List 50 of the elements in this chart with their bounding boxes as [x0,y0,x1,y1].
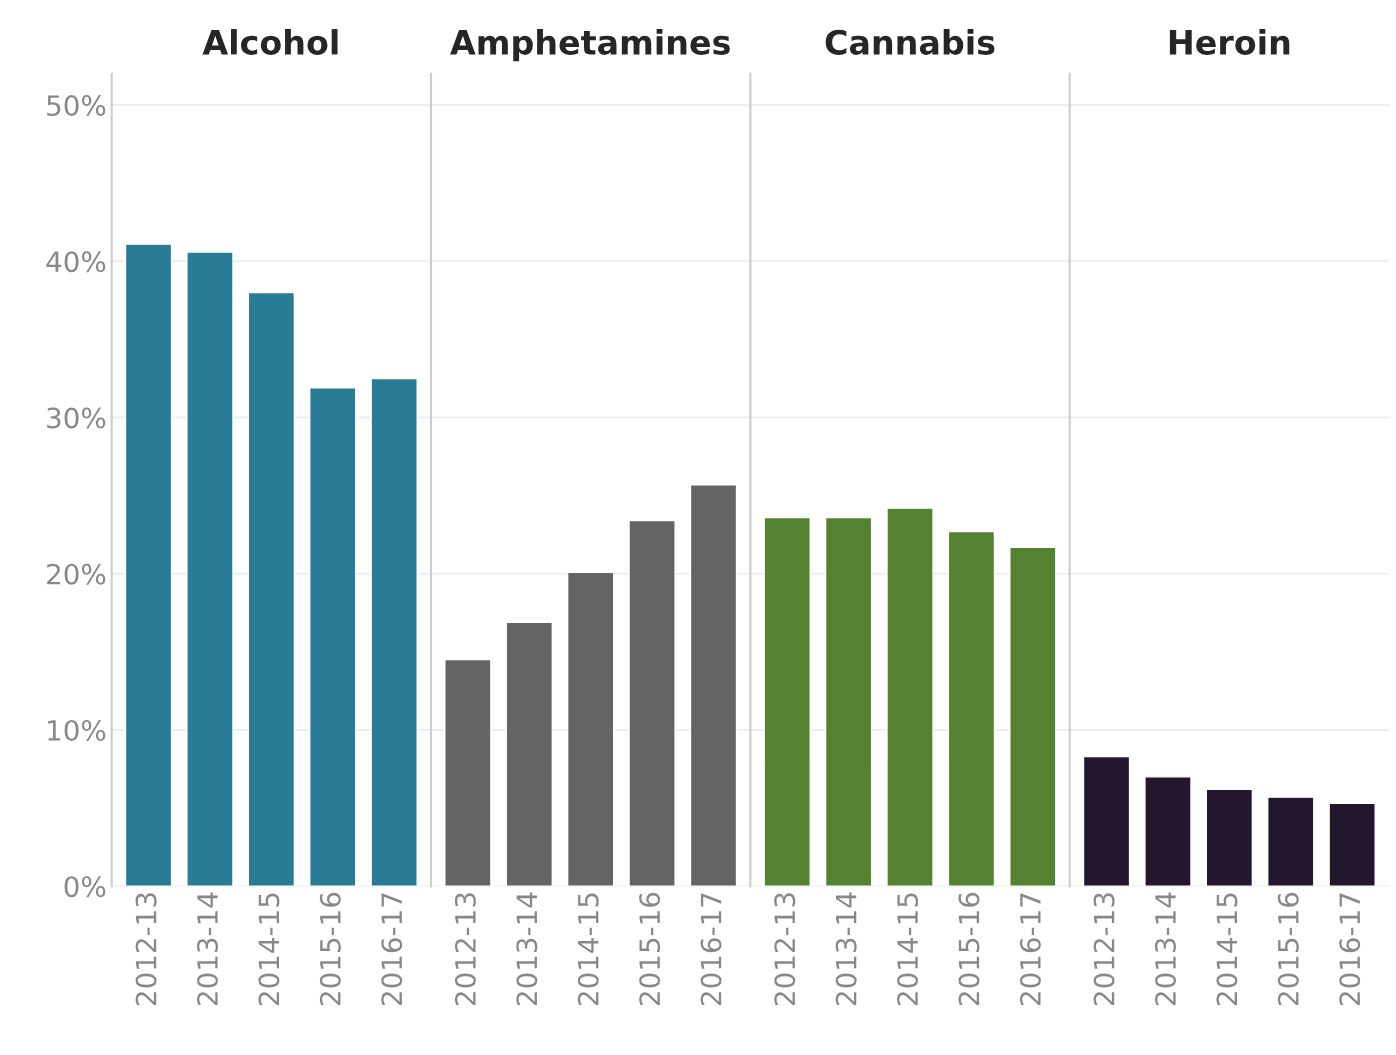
chart-title: Heroin [1169,29,1290,55]
bar [689,484,738,887]
bar [566,571,615,887]
y-tick-label: 50% [47,95,106,117]
x-tick-label: 2015-16 [319,892,341,1006]
bar [370,377,418,887]
bar [1144,776,1192,887]
bar [444,658,492,887]
x-tick-label: 2014-15 [897,893,919,1006]
x-tick-label: 2014-15 [1216,893,1238,1006]
bar [628,519,676,887]
x-tick-label: 2016-17 [1339,893,1361,1006]
x-tick-label: 2016-17 [1019,893,1041,1006]
bar [186,251,234,887]
x-tick-label: 2015-16 [639,892,661,1006]
bar [824,516,873,887]
x-tick-label: 2015-16 [958,892,980,1006]
bar [505,621,553,887]
x-tick-label: 2012-13 [774,893,796,1006]
bar [1082,755,1131,887]
y-tick-label: 20% [47,563,106,585]
chart-title: Amphetamines [450,29,730,62]
chart-title: Alcohol [202,29,338,55]
bar [1205,788,1254,887]
bar [124,243,173,887]
x-tick-label: 2012-13 [135,893,157,1006]
bar [947,530,996,887]
y-tick-label: 40% [46,251,106,273]
bar [1009,546,1057,887]
bar [1328,802,1376,887]
y-tick-label: 10% [48,719,106,741]
x-tick-label: 2013-14 [1154,892,1176,1006]
y-tick-label: 0% [64,876,106,898]
x-tick-label: 2013-14 [516,892,538,1006]
x-tick-label: 2012-13 [454,893,476,1006]
bar [247,291,296,887]
bar [1267,796,1315,887]
x-tick-label: 2013-14 [835,892,857,1006]
x-tick-label: 2013-14 [196,892,218,1006]
y-tick-label: 30% [47,407,106,429]
x-tick-label: 2016-17 [381,893,403,1006]
x-tick-label: 2014-15 [258,893,280,1006]
chart-title: Cannabis [825,29,995,55]
bar [886,507,934,887]
bar [763,516,811,887]
bar [309,387,357,887]
x-tick-label: 2015-16 [1277,892,1299,1006]
x-tick-label: 2012-13 [1093,893,1115,1006]
x-tick-label: 2016-17 [700,893,722,1006]
x-tick-label: 2014-15 [577,893,599,1006]
